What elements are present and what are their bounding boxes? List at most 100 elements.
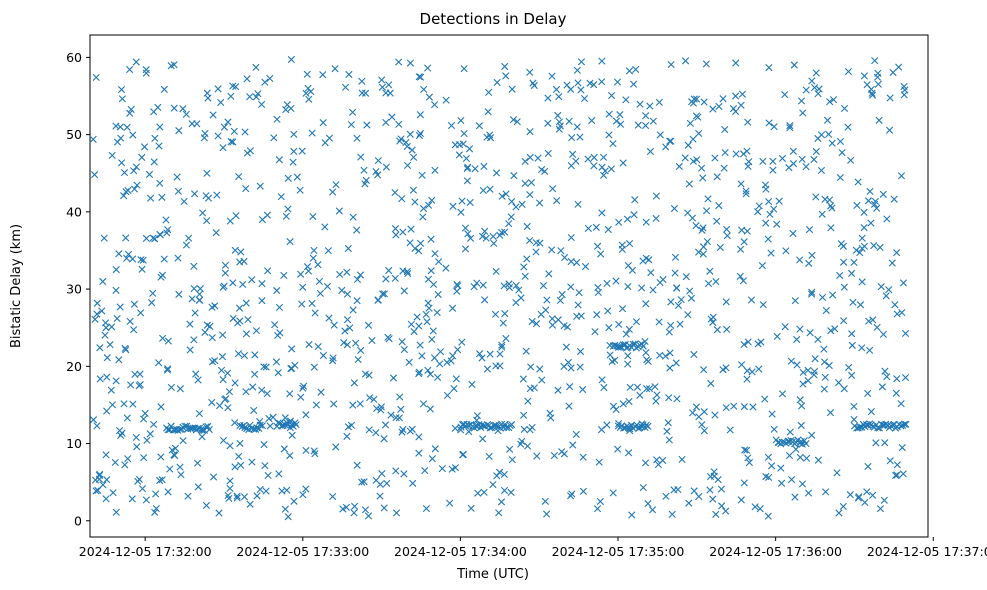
detection-point — [512, 281, 520, 290]
detection-point — [520, 263, 528, 271]
detection-point — [693, 95, 701, 103]
detection-point — [490, 421, 498, 430]
detection-point — [344, 244, 352, 253]
detection-point — [434, 290, 442, 299]
detection-point — [766, 210, 774, 218]
detection-point — [674, 301, 683, 310]
detection-point — [628, 266, 637, 274]
detection-point — [463, 165, 471, 173]
detection-point — [865, 317, 873, 325]
detection-point — [350, 509, 358, 517]
x-tick-label: 2024-12-05 17:37:00 — [867, 544, 987, 559]
detection-point — [296, 186, 304, 194]
detection-point — [796, 396, 804, 404]
detection-point — [167, 62, 175, 70]
detection-point — [236, 439, 244, 448]
detection-point — [157, 453, 165, 461]
detection-point — [886, 94, 894, 102]
detection-point — [667, 321, 675, 330]
detection-point — [406, 59, 415, 67]
detection-point — [274, 331, 282, 339]
detection-point — [642, 112, 650, 120]
detection-point — [590, 162, 598, 170]
detection-point — [505, 220, 513, 228]
detection-point — [622, 96, 630, 104]
detection-point — [470, 283, 478, 291]
detection-point — [510, 172, 518, 180]
detection-point — [113, 314, 121, 323]
detection-point — [101, 331, 109, 339]
detection-point — [350, 379, 358, 387]
detection-point — [358, 77, 366, 85]
detection-point — [892, 471, 900, 480]
detection-point — [287, 364, 295, 373]
detection-point — [264, 471, 272, 480]
detection-point — [526, 68, 534, 76]
detection-point — [120, 192, 128, 200]
detection-point — [836, 137, 845, 145]
detection-point — [478, 354, 486, 362]
detection-point — [526, 191, 534, 199]
detection-point — [636, 100, 644, 108]
detection-point — [205, 425, 213, 434]
detection-point — [777, 464, 785, 472]
detection-point — [193, 459, 202, 467]
detection-point — [349, 306, 357, 314]
detection-point — [555, 93, 563, 101]
detection-point — [246, 93, 254, 101]
detection-point — [699, 174, 707, 182]
detection-point — [411, 198, 419, 206]
detection-point — [240, 493, 249, 501]
detection-point — [668, 510, 676, 518]
detection-point — [642, 254, 650, 262]
detection-point — [518, 200, 526, 208]
detection-point — [308, 299, 316, 308]
detection-point — [689, 135, 697, 143]
detection-point — [129, 400, 137, 408]
detection-point — [507, 488, 515, 496]
detection-point — [185, 234, 193, 242]
detection-point — [407, 225, 415, 233]
detection-point — [808, 77, 816, 85]
detection-point — [277, 193, 285, 201]
detection-point — [572, 430, 580, 439]
detection-point — [198, 433, 206, 441]
detection-point — [789, 160, 798, 168]
detection-point — [616, 111, 624, 119]
detection-point — [341, 83, 350, 91]
detection-point — [360, 478, 368, 486]
detection-point — [812, 193, 820, 201]
detection-point — [574, 301, 582, 309]
detection-point — [676, 320, 684, 328]
detection-point — [869, 491, 877, 499]
detection-point — [266, 422, 274, 430]
detection-point — [135, 382, 143, 390]
detection-point — [242, 299, 250, 307]
detection-point — [311, 309, 319, 317]
detection-point — [206, 322, 214, 330]
detection-point — [893, 375, 901, 383]
detection-point — [787, 476, 796, 484]
detection-point — [258, 100, 266, 108]
detection-point — [893, 461, 901, 469]
detection-point — [305, 95, 313, 103]
detection-point — [317, 388, 325, 396]
detection-point — [558, 448, 566, 456]
detection-point — [471, 165, 479, 173]
detection-point — [508, 85, 516, 93]
detection-point — [150, 158, 158, 166]
detection-point — [624, 352, 632, 360]
detection-point — [424, 299, 432, 307]
detection-point — [814, 456, 822, 464]
detection-point — [861, 498, 869, 507]
detection-point — [698, 226, 706, 234]
detection-point — [667, 298, 675, 306]
detection-point — [330, 400, 338, 408]
detection-point — [732, 59, 740, 67]
detection-point — [349, 401, 357, 409]
detection-point — [149, 289, 157, 297]
detection-point — [213, 191, 221, 199]
detection-point — [231, 379, 239, 387]
detection-point — [493, 78, 501, 87]
detection-point — [552, 85, 561, 94]
